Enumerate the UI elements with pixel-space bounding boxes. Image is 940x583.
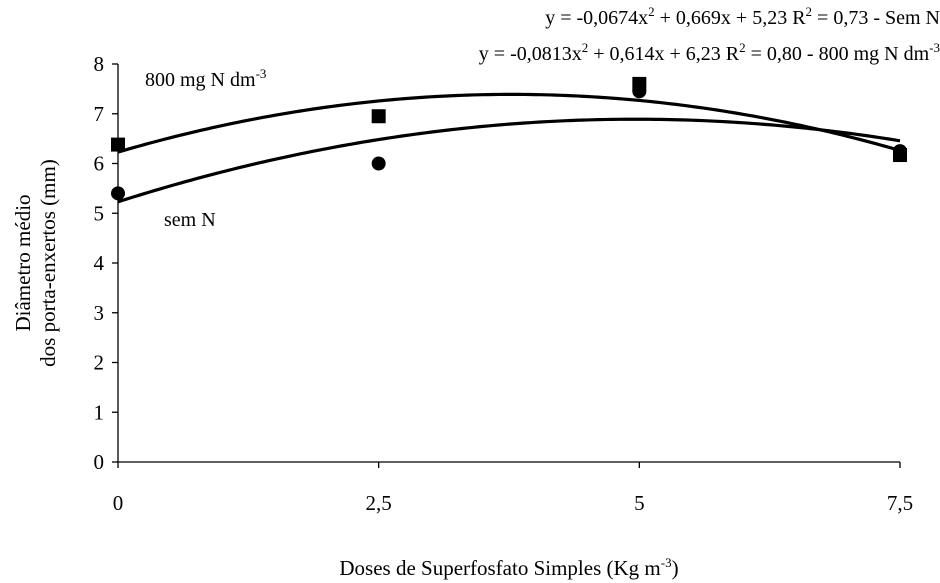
y-tick-label: 6 bbox=[94, 152, 105, 176]
data-point-square bbox=[111, 137, 125, 152]
x-tick-label: 0 bbox=[113, 491, 124, 515]
data-points bbox=[111, 76, 907, 201]
x-axis-title: Doses de Superfosfato Simples (Kg m-3) bbox=[339, 555, 678, 580]
fit-curve-circle bbox=[117, 117, 901, 204]
data-point-square bbox=[371, 109, 386, 124]
y-axis-title-line-1: Diâmetro médio bbox=[11, 194, 35, 331]
y-tick-label: 8 bbox=[94, 52, 105, 76]
fit-curves bbox=[117, 92, 901, 204]
x-tick-label: 2,5 bbox=[366, 491, 392, 515]
data-point-circle bbox=[632, 84, 647, 99]
y-axis-title-line-2: dos porta-enxertos (mm) bbox=[36, 159, 60, 367]
y-tick-label: 2 bbox=[94, 351, 105, 375]
x-ticks: 0 2,5 5 7,5 bbox=[113, 462, 913, 515]
x-tick-label: 5 bbox=[634, 491, 645, 515]
y-tick-label: 5 bbox=[94, 201, 105, 225]
y-ticks: 0 1 2 3 4 5 6 7 8 bbox=[94, 52, 118, 474]
y-tick-label: 0 bbox=[94, 450, 105, 474]
y-tick-label: 3 bbox=[94, 301, 105, 325]
series-label-sem-n: sem N bbox=[164, 209, 216, 231]
equation-sem-n: y = -0,0674x2 + 0,669x + 5,23 R2 = 0,73 … bbox=[545, 4, 940, 29]
equation-800-mg-n: y = -0,0813x2 + 0,614x + 6,23 R2 = 0,80 … bbox=[479, 40, 940, 65]
x-tick-label: 7,5 bbox=[887, 491, 913, 515]
y-tick-label: 4 bbox=[94, 251, 105, 275]
data-point-circle bbox=[893, 144, 907, 159]
y-tick-label: 7 bbox=[94, 102, 105, 126]
series-label-800-mg-n: 800 mg N dm-3 bbox=[145, 66, 266, 91]
data-point-circle bbox=[371, 156, 386, 171]
fit-curve-square bbox=[117, 92, 901, 154]
data-point-circle bbox=[111, 186, 125, 201]
y-tick-label: 1 bbox=[94, 400, 105, 424]
